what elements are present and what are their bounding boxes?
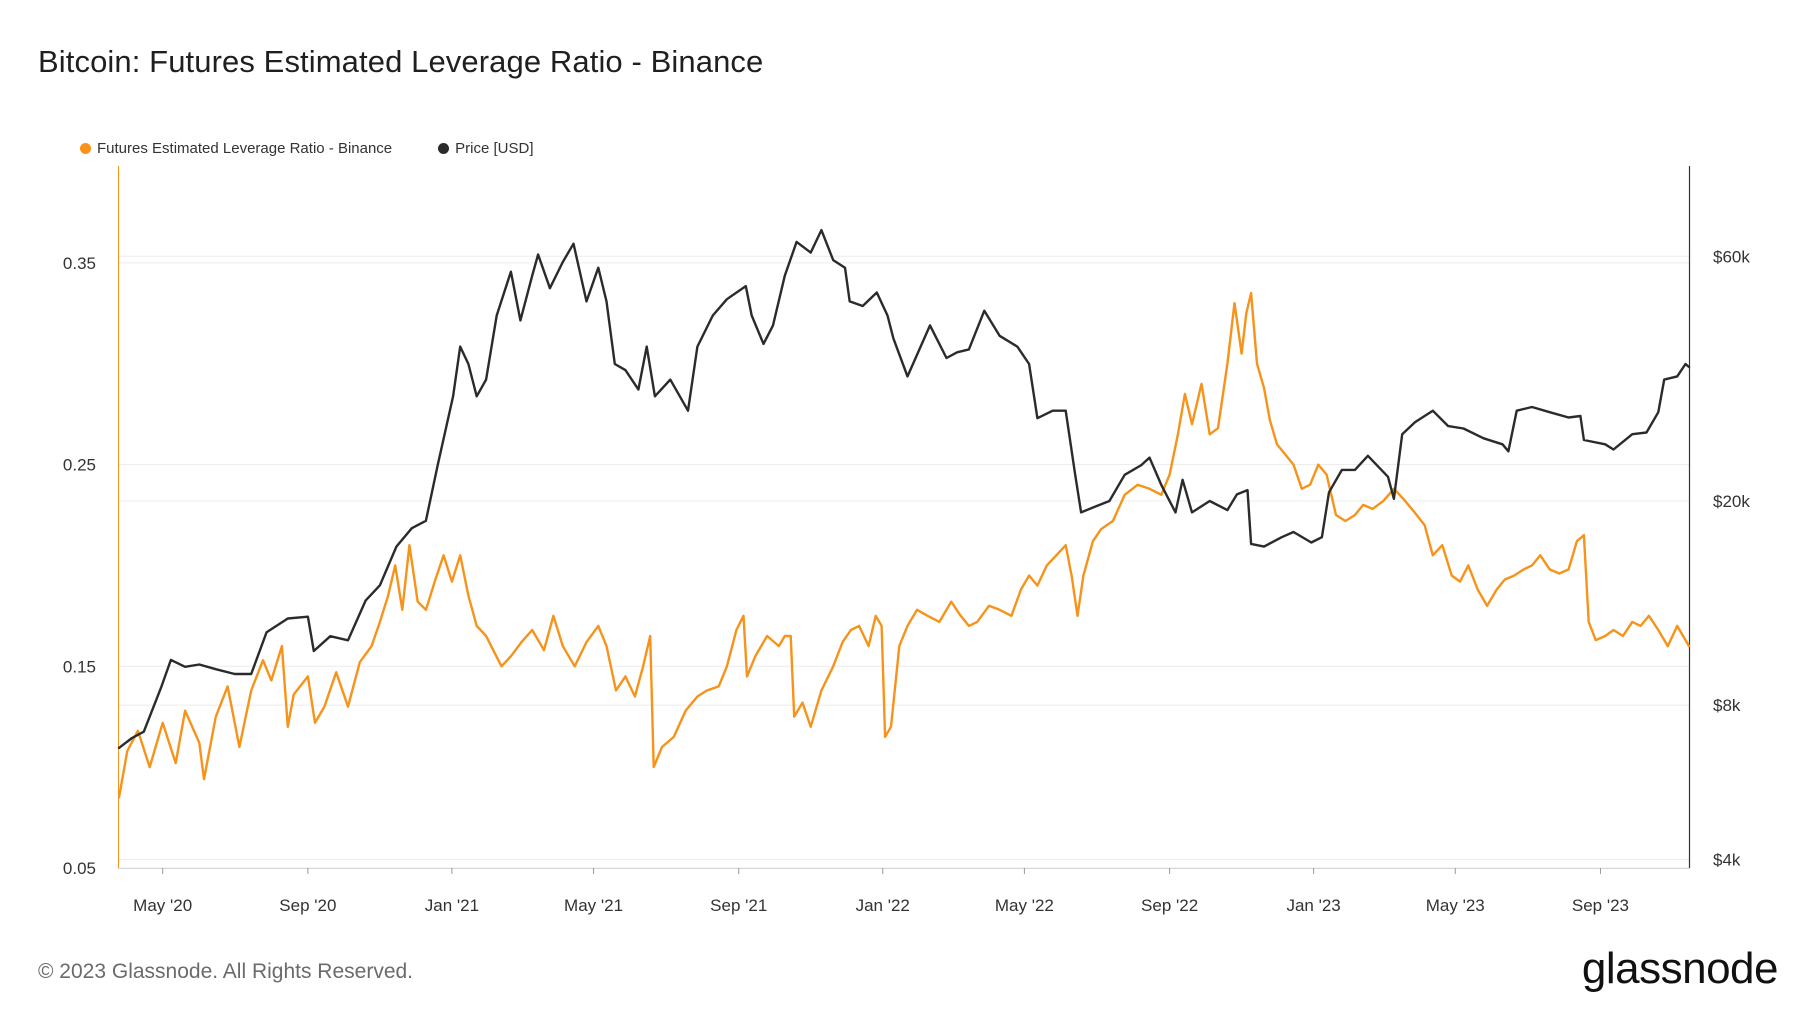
copyright-footer: © 2023 Glassnode. All Rights Reserved. xyxy=(38,960,414,983)
y-right-tick-label: $8k xyxy=(1713,696,1741,715)
x-tick-label: Sep '21 xyxy=(710,896,767,915)
chart-title: Bitcoin: Futures Estimated Leverage Rati… xyxy=(38,44,764,79)
legend-dot-price xyxy=(438,143,450,154)
x-tick-label: Jan '22 xyxy=(856,896,910,915)
legend-item-leverage[interactable]: Futures Estimated Leverage Ratio - Binan… xyxy=(80,140,392,157)
y-right-tick-label: $4k xyxy=(1713,850,1741,869)
y-right-tick-label: $60k xyxy=(1713,247,1750,266)
x-tick-label: Sep '20 xyxy=(279,896,336,915)
x-tick-label: Jan '23 xyxy=(1286,896,1340,915)
x-tick-label: May '21 xyxy=(564,896,623,915)
y-left-tick-label: 0.15 xyxy=(63,657,96,676)
x-tick-label: Sep '23 xyxy=(1572,896,1629,915)
x-tick-label: May '23 xyxy=(1426,896,1485,915)
x-tick-label: Jan '21 xyxy=(425,896,479,915)
legend-label-price: Price [USD] xyxy=(455,140,534,157)
legend: Futures Estimated Leverage Ratio - Binan… xyxy=(80,140,534,157)
x-tick-label: May '20 xyxy=(133,896,192,915)
x-tick-label: May '22 xyxy=(995,896,1054,915)
leverage-ratio-line xyxy=(117,291,1691,799)
grid-lines xyxy=(119,255,1689,869)
y-left-tick-label: 0.05 xyxy=(63,859,96,878)
series-group xyxy=(117,228,1691,799)
x-ticks: May '20 Sep '20 Jan '21 May '21 Sep '21 Jan '… xyxy=(133,868,1629,915)
legend-item-price[interactable]: Price [USD] xyxy=(438,140,534,157)
y-right-tick-label: $20k xyxy=(1713,492,1750,511)
legend-dot-leverage xyxy=(80,143,91,154)
y-left-tick-label: 0.25 xyxy=(63,456,96,475)
x-tick-label: Sep '22 xyxy=(1141,896,1198,915)
y-left-ticks: 0.05 0.15 0.25 0.35 xyxy=(63,254,96,878)
y-right-ticks: $4k $8k $20k $60k xyxy=(1713,247,1750,869)
y-left-tick-label: 0.35 xyxy=(63,254,96,273)
glassnode-logo[interactable]: glassnode xyxy=(1581,944,1779,993)
price-line xyxy=(117,228,1691,750)
axes xyxy=(118,166,1691,869)
legend-label-leverage: Futures Estimated Leverage Ratio - Binan… xyxy=(97,140,393,157)
